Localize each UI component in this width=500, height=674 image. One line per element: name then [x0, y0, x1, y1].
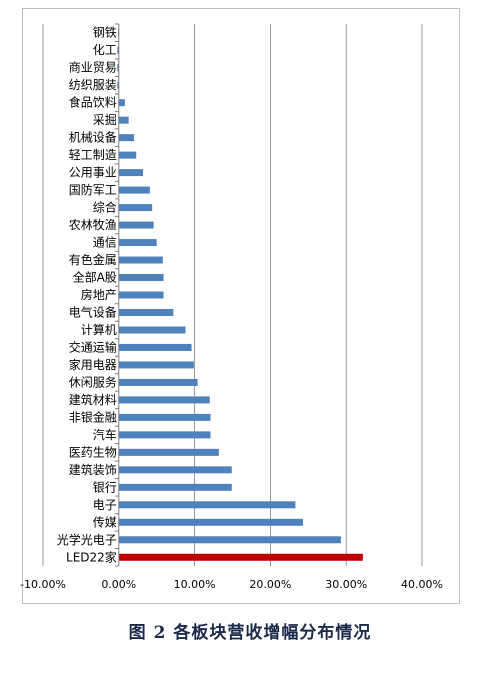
bar-11: [118, 221, 154, 229]
bar-25: [118, 466, 232, 474]
bar-5: [118, 116, 129, 124]
category-label-29: 光学光电子: [57, 532, 117, 547]
bar-10: [118, 204, 153, 212]
category-label-16: 电气设备: [69, 304, 117, 319]
category-label-18: 交通运输: [69, 339, 117, 354]
bar-3: [117, 81, 119, 89]
bar-16: [118, 308, 174, 316]
category-label-5: 采掘: [93, 112, 117, 127]
category-label-7: 轻工制造: [69, 148, 117, 162]
bar-1: [117, 46, 119, 54]
category-label-13: 有色金属: [69, 252, 117, 267]
category-label-11: 农林牧渔: [69, 218, 117, 232]
bar-30: [118, 553, 363, 561]
category-label-28: 传媒: [93, 514, 117, 529]
bar-20: [118, 378, 198, 386]
category-label-10: 综合: [93, 200, 117, 215]
category-label-22: 非银金融: [69, 409, 117, 424]
category-label-30: LED22家: [66, 549, 117, 564]
category-label-1: 化工: [93, 43, 117, 57]
bar-28: [118, 518, 303, 526]
bar-chart: 钢铁化工商业贸易纺织服装食品饮料采掘机械设备轻工制造公用事业国防军工综合农林牧渔…: [20, 23, 443, 591]
x-tick-label-5: 40.00%: [401, 578, 443, 591]
bar-18: [118, 343, 192, 351]
bar-22: [118, 413, 211, 421]
bar-7: [118, 151, 137, 159]
category-label-15: 房地产: [81, 287, 117, 302]
bar-23: [118, 431, 211, 439]
bar-27: [118, 501, 296, 509]
bar-8: [118, 169, 144, 177]
category-label-24: 医药生物: [69, 445, 117, 459]
category-label-21: 建筑材料: [69, 392, 117, 407]
bar-26: [118, 483, 232, 491]
category-label-27: 电子: [93, 498, 117, 512]
category-label-9: 国防军工: [69, 182, 117, 197]
x-tick-label-1: 0.00%: [101, 578, 136, 591]
category-label-4: 食品饮料: [69, 95, 117, 110]
figure-caption: 图 2 各板块营收增幅分布情况: [128, 623, 372, 643]
category-label-6: 机械设备: [69, 130, 117, 145]
category-label-19: 家用电器: [69, 357, 117, 372]
category-label-23: 汽车: [93, 427, 117, 442]
bar-29: [118, 536, 341, 544]
bar-6: [118, 134, 134, 142]
x-tick-label-2: 10.00%: [174, 578, 216, 591]
category-label-25: 建筑装饰: [69, 462, 117, 477]
category-label-20: 休闲服务: [69, 374, 117, 389]
bar-17: [118, 326, 186, 334]
x-tick-label-3: 20.00%: [249, 578, 291, 591]
bar-15: [118, 291, 164, 299]
bar-9: [118, 186, 150, 194]
bar-13: [118, 256, 163, 264]
category-label-14: 全部A股: [73, 270, 117, 285]
bar-21: [118, 396, 210, 404]
bar-24: [118, 448, 219, 456]
category-label-0: 钢铁: [93, 26, 117, 40]
category-label-2: 商业贸易: [69, 60, 117, 75]
x-tick-label-0: -10.00%: [20, 578, 66, 591]
bar-4: [118, 99, 125, 107]
bar-14: [118, 274, 164, 282]
bar-2: [117, 64, 119, 72]
bar-12: [118, 239, 157, 247]
category-label-3: 纺织服装: [69, 78, 117, 92]
category-label-17: 计算机: [81, 322, 117, 337]
category-label-8: 公用事业: [69, 166, 117, 180]
x-tick-label-4: 30.00%: [325, 578, 367, 591]
bar-19: [118, 361, 194, 369]
category-label-12: 通信: [93, 236, 117, 250]
category-label-26: 银行: [93, 480, 117, 494]
